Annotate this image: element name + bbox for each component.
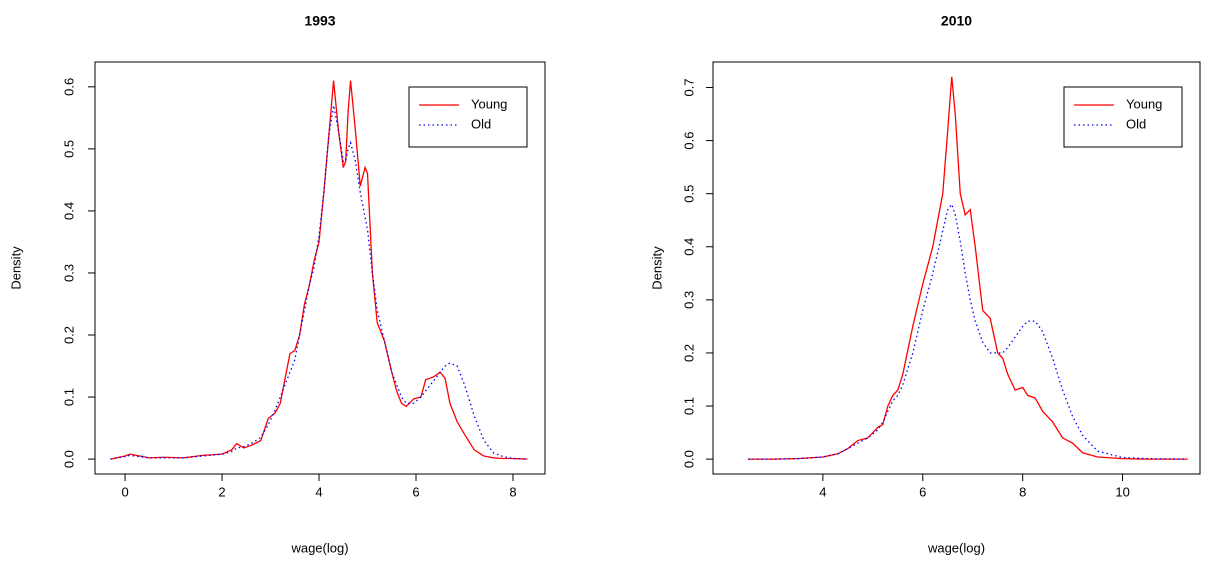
y-axis-label: Density — [8, 246, 23, 290]
y-axis-label: Density — [649, 246, 664, 290]
x-tick-label: 8 — [509, 484, 516, 499]
legend-label: Old — [1126, 116, 1146, 131]
y-tick-label: 0.5 — [61, 140, 76, 158]
x-tick-label: 10 — [1115, 484, 1129, 499]
legend: Young Old — [1063, 86, 1183, 148]
x-tick-label: 4 — [819, 484, 826, 499]
legend-label: Young — [471, 96, 507, 111]
x-tick-label: 6 — [412, 484, 419, 499]
legend: Young Old — [408, 86, 528, 148]
chart-title: 1993 — [304, 13, 335, 29]
y-tick-label: 0.6 — [61, 78, 76, 96]
x-tick-label: 8 — [1019, 484, 1026, 499]
chart-title: 2010 — [941, 13, 972, 29]
x-tick-label: 4 — [315, 484, 322, 499]
y-tick-label: 0.7 — [681, 78, 696, 96]
density-line — [747, 202, 1188, 460]
density-line — [747, 76, 1188, 460]
y-tick-label: 0.3 — [61, 264, 76, 282]
y-tick-label: 0.2 — [681, 344, 696, 362]
legend-label: Young — [1126, 96, 1162, 111]
panel: 2010 wage(log) Density 4 6 8 10 0.0 0.1 0.2 0.3 0.4… — [649, 13, 1201, 555]
x-tick-label: 0 — [121, 484, 128, 499]
panel: 1993 wage(log) Density 0 2 4 6 8 0.0 0.1 0.2 0.3 0.4… — [8, 13, 546, 555]
y-tick-label: 0.4 — [61, 202, 76, 220]
x-tick-label: 6 — [919, 484, 926, 499]
y-tick-label: 0.3 — [681, 291, 696, 309]
y-tick-label: 0.4 — [681, 238, 696, 256]
y-tick-label: 0.2 — [61, 326, 76, 344]
density-line — [110, 80, 528, 460]
y-tick-label: 0.0 — [61, 450, 76, 468]
y-tick-label: 0.1 — [61, 388, 76, 406]
y-tick-label: 0.0 — [681, 450, 696, 468]
x-axis-label: wage(log) — [290, 540, 348, 555]
y-tick-label: 0.1 — [681, 397, 696, 415]
x-tick-label: 2 — [218, 484, 225, 499]
y-tick-label: 0.5 — [681, 185, 696, 203]
legend-label: Old — [471, 116, 491, 131]
y-tick-label: 0.6 — [681, 132, 696, 150]
x-axis-label: wage(log) — [927, 540, 985, 555]
density-line — [110, 105, 528, 460]
legend-box — [408, 86, 528, 148]
legend-box — [1063, 86, 1183, 148]
